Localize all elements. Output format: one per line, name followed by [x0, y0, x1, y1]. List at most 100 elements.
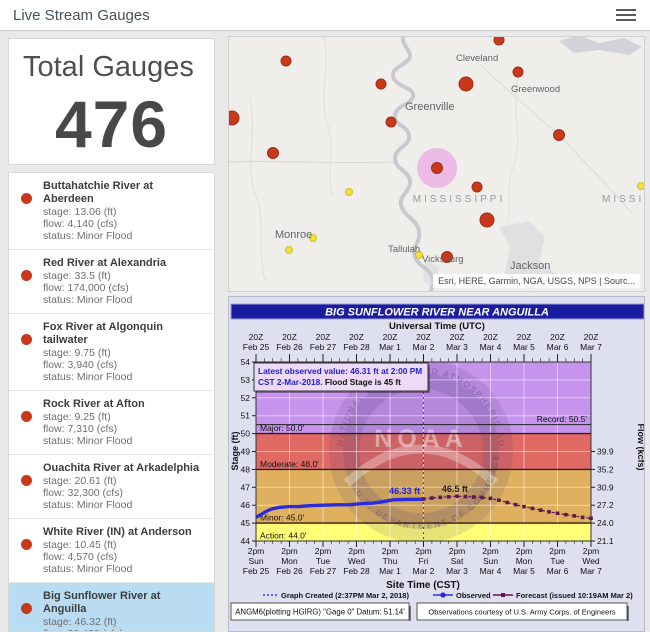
list-item-gauge[interactable]: Ouachita River at Arkadelphia stage: 20.6…	[9, 454, 214, 518]
flow-tick: 24.0	[597, 518, 614, 528]
stage-tick: 52	[241, 393, 251, 403]
gauge-dot[interactable]	[285, 246, 293, 254]
map-label: MISSISS	[602, 194, 645, 205]
gauge-status: status: Minor Flood	[43, 563, 133, 575]
gauge-status: status: Minor Flood	[43, 371, 133, 383]
app-title: Live Stream Gauges	[13, 6, 150, 24]
menu-icon[interactable]	[616, 6, 636, 24]
bottom-tick-time: 2pm	[415, 546, 432, 556]
map-label: MISSISSIPPI	[413, 194, 505, 205]
hydrograph-chart: BIG SUNFLOWER RIVER NEAR ANGUILLA Univers…	[230, 303, 644, 621]
gauge-flow: flow: 3,940 (cfs)	[43, 359, 118, 371]
bottom-tick-date: Mar 6	[547, 566, 569, 576]
top-tick-date: Feb 28	[343, 342, 370, 352]
gauge-dot[interactable]	[345, 188, 353, 196]
top-tick-date: Mar 7	[580, 342, 602, 352]
gauge-dot[interactable]	[280, 55, 292, 67]
list-item-gauge[interactable]: White River (IN) at Anderson stage: 10.45…	[9, 518, 214, 582]
gauge-stage: stage: 13.06 (ft)	[43, 206, 117, 218]
gauge-status: status: Minor Flood	[43, 499, 133, 511]
bottom-tick-date: Feb 25	[243, 566, 270, 576]
bottom-tick-time: 2pm	[549, 546, 566, 556]
zone-label: Action: 44.0'	[260, 531, 307, 541]
bottom-tick-time: 2pm	[482, 546, 499, 556]
gauge-status-dot	[21, 193, 32, 204]
left-axis-title: Stage (ft)	[230, 432, 240, 471]
top-tick-date: Mar 5	[513, 342, 535, 352]
gauge-stage: stage: 33.5 (ft)	[43, 270, 111, 282]
observations-credit-text: Observations courtesy of U.S. Army Corps…	[428, 608, 615, 617]
bottom-tick-day: Sun	[248, 556, 263, 566]
top-tick-date: Mar 6	[547, 342, 569, 352]
gauge-dot[interactable]	[385, 116, 397, 128]
gauge-dot[interactable]	[471, 181, 483, 193]
top-tick-time: 20Z	[316, 332, 331, 342]
gauge-status-dot	[21, 539, 32, 550]
gauge-list[interactable]: Buttahatchie River at Aberdeen stage: 13.…	[8, 172, 215, 632]
top-tick-time: 20Z	[416, 332, 431, 342]
zone-label: Minor: 45.0'	[260, 513, 305, 523]
map-canvas[interactable]: Cleveland Greenwood Greenville Monroe Tallul…	[229, 37, 645, 292]
gauge-dot[interactable]	[441, 251, 453, 263]
bottom-tick-day: Fri	[419, 556, 429, 566]
map-stream	[248, 96, 266, 282]
gage-datum-box	[230, 602, 410, 621]
map-label: Greenwood	[511, 84, 560, 95]
top-tick-date: Mar 1	[379, 342, 401, 352]
bottom-tick-time: 2pm	[315, 546, 332, 556]
gauge-name: Rock River at Afton	[43, 398, 145, 410]
bottom-tick-day: Tue	[550, 556, 565, 566]
gauge-dot[interactable]	[553, 129, 565, 141]
top-axis-title: Universal Time (UTC)	[389, 321, 485, 332]
bottom-tick-time: 2pm	[382, 546, 399, 556]
gauge-dot[interactable]	[375, 78, 387, 90]
stage-tick: 54	[241, 357, 251, 367]
stage-tick: 48	[241, 464, 251, 474]
gauge-dot[interactable]	[458, 76, 474, 92]
total-gauges-card: Total Gauges 476	[8, 38, 215, 165]
svg-text:NOAA: NOAA	[374, 425, 468, 453]
gauge-dot[interactable]	[229, 110, 240, 126]
forecast-peak-label: 46.5 ft	[442, 484, 468, 494]
gauge-dot[interactable]	[267, 147, 279, 159]
gauge-dot[interactable]	[309, 234, 317, 242]
bottom-tick-day: Mon	[516, 556, 533, 566]
map-lake	[559, 37, 642, 55]
top-tick-time: 20Z	[550, 332, 565, 342]
gauge-dot[interactable]	[637, 182, 645, 190]
gauge-dot[interactable]	[415, 251, 423, 259]
list-item-gauge[interactable]: Buttahatchie River at Aberdeen stage: 13.…	[9, 173, 214, 249]
list-item-gauge[interactable]: Big Sunflower River at Anguilla stage: 46…	[9, 582, 214, 631]
gauge-dot[interactable]	[493, 37, 505, 46]
gauge-flow: flow: 28,400 (cfs)	[43, 628, 206, 631]
top-tick-date: Feb 25	[243, 342, 270, 352]
stage-tick: 47	[241, 482, 251, 492]
gauge-name: White River (IN) at Anderson	[43, 526, 192, 538]
stage-tick: 49	[241, 447, 251, 457]
gauge-status-dot	[21, 475, 32, 486]
top-tick-date: Mar 2	[413, 342, 435, 352]
list-item-gauge[interactable]: Rock River at Afton stage: 9.25 (ft) flow:…	[9, 390, 214, 454]
top-tick-time: 20Z	[349, 332, 364, 342]
gauge-flow: flow: 4,570 (cfs)	[43, 551, 118, 563]
total-gauges-title: Total Gauges	[23, 51, 194, 83]
top-tick-date: Feb 26	[276, 342, 303, 352]
map-boundary	[229, 160, 398, 164]
bottom-tick-time: 2pm	[348, 546, 365, 556]
list-item-gauge[interactable]: Fox River at Algonquin tailwater stage: 9…	[9, 313, 214, 390]
gauge-status-dot	[21, 411, 32, 422]
gauge-stage: stage: 10.45 (ft)	[43, 539, 117, 551]
map[interactable]: Cleveland Greenwood Greenville Monroe Tallul…	[228, 36, 645, 292]
list-item-gauge[interactable]: Red River at Alexandria stage: 33.5 (ft) f…	[9, 249, 214, 313]
top-tick-time: 20Z	[450, 332, 465, 342]
gage-datum-text: ANGM6(plotting HGIRG) "Gage 0" Datum: 51…	[235, 608, 405, 617]
map-stream	[323, 37, 334, 198]
zone-label: Moderate: 48.0'	[260, 459, 319, 469]
gauge-dot[interactable]	[431, 162, 443, 174]
gauge-stage: stage: 9.25 (ft)	[43, 411, 111, 423]
top-tick-time: 20Z	[282, 332, 297, 342]
bottom-tick-day: Sun	[483, 556, 498, 566]
gauge-status-dot	[21, 270, 32, 281]
gauge-dot[interactable]	[512, 66, 524, 78]
gauge-dot[interactable]	[479, 212, 495, 228]
